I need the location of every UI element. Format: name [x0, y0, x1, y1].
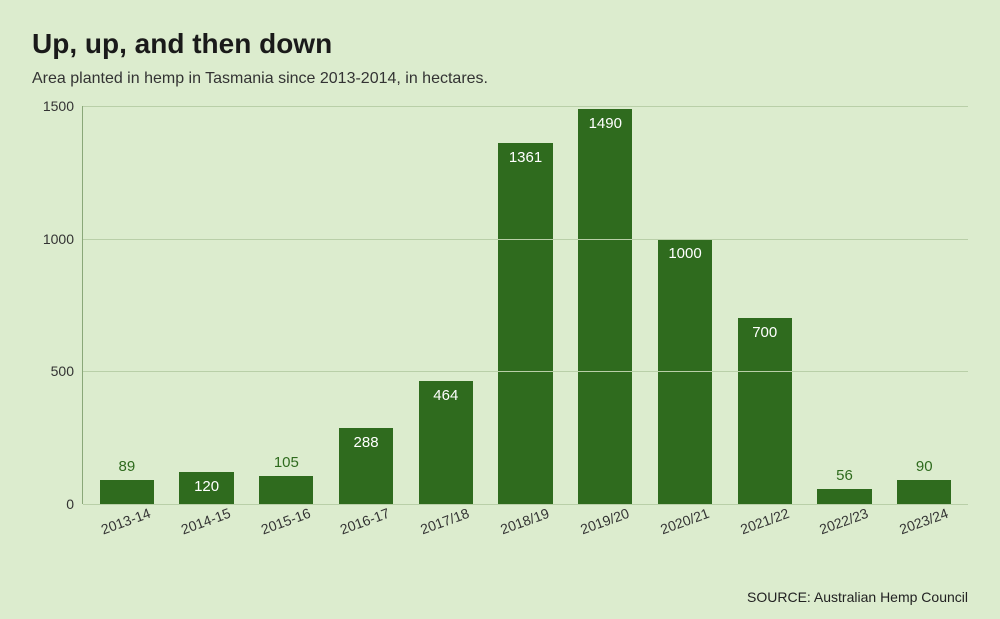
bar: 288: [339, 428, 393, 504]
x-tick-label: 2023/24: [881, 492, 974, 568]
bar-value-label: 1361: [509, 149, 542, 166]
source-text: SOURCE: Australian Hemp Council: [747, 589, 968, 605]
y-tick-label: 500: [51, 363, 74, 379]
x-tick-label: 2013-14: [83, 492, 176, 568]
chart-subtitle: Area planted in hemp in Tasmania since 2…: [32, 70, 968, 88]
gridline: [83, 239, 968, 240]
plot-wrap: 050010001500 891201052884641361149010007…: [32, 106, 968, 556]
chart-title: Up, up, and then down: [32, 28, 968, 60]
x-tick-label: 2015-16: [242, 492, 335, 568]
bar-value-label: 1490: [589, 115, 622, 132]
bar-value-label: 1000: [668, 245, 701, 262]
bar-slot: 464: [406, 106, 486, 504]
bar-slot: 89: [87, 106, 167, 504]
x-tick-label: 2019/20: [562, 492, 655, 568]
gridline: [83, 371, 968, 372]
bar: 1361: [498, 143, 552, 504]
bar-slot: 700: [725, 106, 805, 504]
x-tick-label: 2014-15: [163, 492, 256, 568]
x-tick-label: 2018/19: [482, 492, 575, 568]
y-tick-label: 0: [66, 496, 74, 512]
bar-slot: 1490: [565, 106, 645, 504]
bar-value-label: 120: [194, 478, 219, 495]
bar: 464: [419, 381, 473, 504]
bar-value-label: 105: [274, 454, 299, 471]
x-tick-label: 2022/23: [801, 492, 894, 568]
x-tick-label: 2020/21: [641, 492, 734, 568]
bar-slot: 56: [805, 106, 885, 504]
bar-slot: 120: [167, 106, 247, 504]
bar-slot: 1000: [645, 106, 725, 504]
bars-container: 89 120 105 288 464 1361 1490 1000 700 56 90: [83, 106, 968, 504]
bar-value-label: 464: [433, 387, 458, 404]
bar-slot: 105: [246, 106, 326, 504]
bar-slot: 288: [326, 106, 406, 504]
y-tick-label: 1000: [43, 231, 74, 247]
x-tick-label: 2016-17: [322, 492, 415, 568]
x-axis: 2013-142014-152015-162016-172017/182018/…: [82, 504, 968, 556]
bar-value-label: 288: [354, 434, 379, 451]
bar-value-label: 56: [836, 467, 853, 484]
bar: 1490: [578, 109, 632, 504]
y-axis: 050010001500: [32, 106, 82, 504]
x-tick-label: 2021/22: [721, 492, 814, 568]
gridline: [83, 106, 968, 107]
bar-value-label: 700: [752, 324, 777, 341]
bar-value-label: 90: [916, 458, 933, 475]
bar-value-label: 89: [119, 458, 136, 475]
plot-area: 89 120 105 288 464 1361 1490 1000 700 56 90: [82, 106, 968, 504]
bar: 700: [738, 318, 792, 504]
chart-card: Up, up, and then down Area planted in he…: [0, 0, 1000, 619]
bar-slot: 1361: [486, 106, 566, 504]
bar-slot: 90: [884, 106, 964, 504]
y-tick-label: 1500: [43, 98, 74, 114]
x-tick-label: 2017/18: [402, 492, 495, 568]
